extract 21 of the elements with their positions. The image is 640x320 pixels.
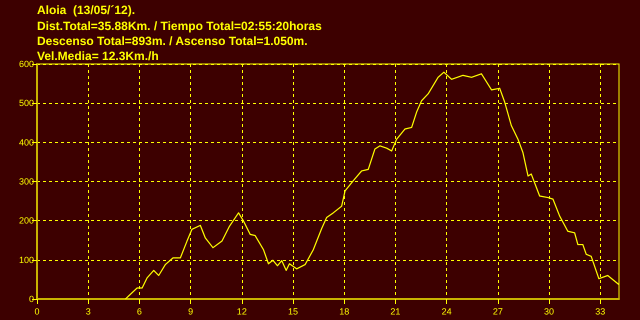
y-tick-label: 100	[18, 254, 34, 265]
x-tick-label: 27	[492, 306, 503, 316]
x-tick-label: 24	[442, 306, 452, 316]
x-tick-label: 9	[188, 306, 194, 316]
y-tick-label: 300	[18, 176, 34, 186]
y-tick-label: 600	[18, 59, 34, 69]
x-tick-label: 12	[236, 306, 247, 316]
x-tick-label: 33	[595, 306, 606, 316]
x-tick-label: 18	[339, 306, 350, 316]
y-tick-label: 400	[18, 137, 34, 148]
text: Descenso Total=893m. / Ascenso Total=1.050m.	[37, 34, 308, 48]
x-tick-label: 21	[390, 306, 400, 316]
x-tick-label: 15	[288, 306, 298, 316]
y-tick-label: 200	[18, 216, 34, 226]
x-tick-label: 3	[86, 306, 91, 316]
x-tick-label: 6	[136, 306, 142, 316]
x-tick-label: 30	[544, 306, 554, 316]
y-tick-label: 500	[18, 98, 34, 108]
text: Vel.Media= 12.3Km./h	[37, 49, 159, 63]
chart-title: Aloia (13/05/´12).	[37, 3, 136, 17]
text: Dist.Total=35.88Km. / Tiempo Total=02:55:20horas	[37, 19, 322, 33]
